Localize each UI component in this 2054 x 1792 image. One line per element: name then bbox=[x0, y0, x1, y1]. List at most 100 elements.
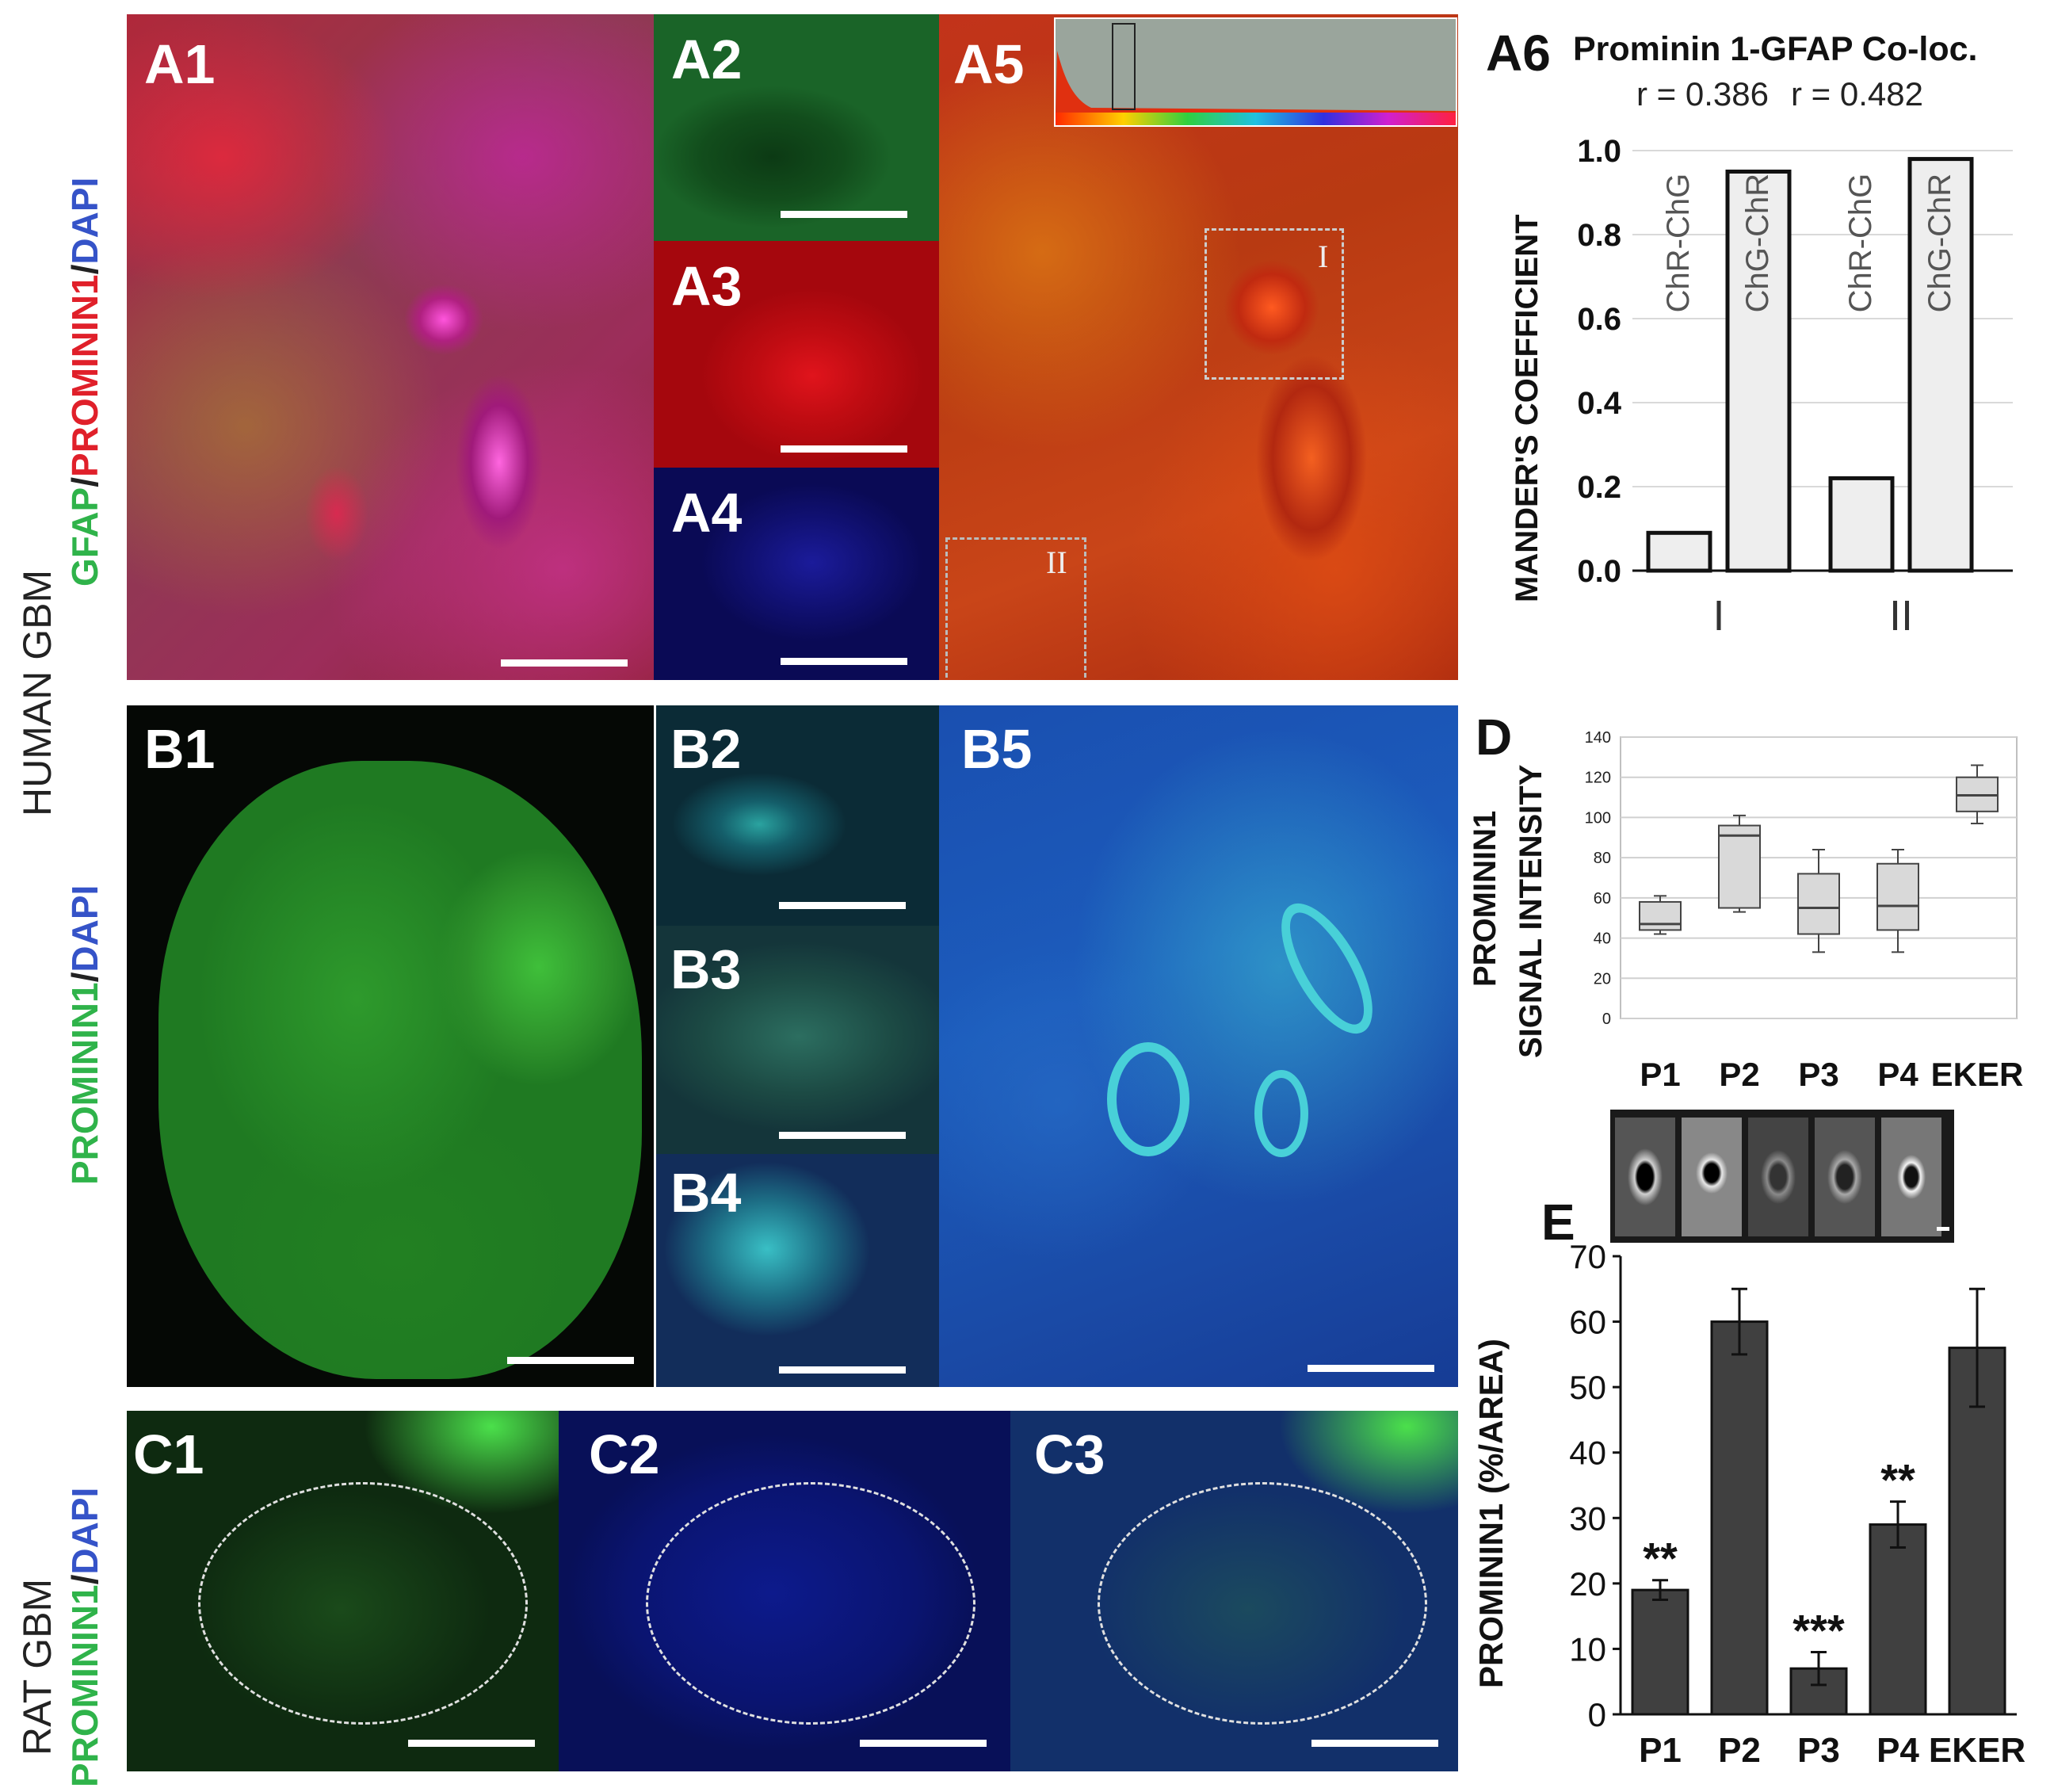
scale-bar bbox=[779, 902, 906, 909]
roi-ellipse bbox=[198, 1482, 528, 1725]
prominin-text: PROMININ1 bbox=[64, 982, 105, 1185]
dapi-text: DAPI bbox=[64, 885, 105, 972]
histogram-graphic bbox=[1056, 23, 1456, 125]
y-tick-label: 0 bbox=[1602, 1011, 1611, 1028]
y-tick-label: 20 bbox=[1569, 1565, 1606, 1603]
image-b4: B4 bbox=[656, 1154, 939, 1387]
human-gbm-label: HUMAN GBM bbox=[14, 570, 60, 816]
scale-bar bbox=[1308, 1365, 1434, 1372]
panel-label-b3: B3 bbox=[670, 938, 742, 1000]
chart-d: 0 20 40 60 80 100 120 140 P1 P2 P3 P4 EKER bbox=[1585, 729, 2024, 1093]
image-c1: C1 bbox=[127, 1411, 559, 1771]
significance-marker: *** bbox=[1792, 1606, 1845, 1656]
box bbox=[1718, 824, 1761, 909]
vessel-ring bbox=[1254, 1070, 1308, 1157]
panel-label-a6: A6 bbox=[1486, 25, 1551, 82]
y-tick-label: 0.2 bbox=[1577, 470, 1621, 505]
panel-label-e: E bbox=[1541, 1194, 1575, 1251]
category-label: EKER bbox=[1929, 1731, 2025, 1770]
category-label: P2 bbox=[1718, 1731, 1761, 1770]
scale-bar bbox=[507, 1357, 634, 1364]
significance-marker: ** bbox=[1880, 1455, 1915, 1505]
scale-bar bbox=[779, 1132, 906, 1139]
a-stain-label: GFAP/PROMININ1/DAPI bbox=[63, 178, 106, 587]
bar bbox=[1631, 1588, 1689, 1716]
thumbnail-p2 bbox=[1682, 1118, 1742, 1236]
significance-marker: ** bbox=[1643, 1534, 1678, 1584]
image-b3: B3 bbox=[656, 926, 939, 1154]
category-label: P4 bbox=[1877, 1056, 1918, 1093]
box bbox=[1876, 862, 1919, 931]
thumbnail-p4 bbox=[1815, 1118, 1875, 1236]
y-tick-label: 50 bbox=[1569, 1369, 1606, 1406]
panel-label-a4: A4 bbox=[671, 482, 743, 544]
category-label: P2 bbox=[1719, 1056, 1759, 1093]
scale-bar bbox=[781, 445, 907, 453]
y-tick-label: 0.8 bbox=[1577, 218, 1621, 253]
prominin-text: PROMININ1 bbox=[64, 274, 105, 477]
y-tick-label: 0.6 bbox=[1577, 302, 1621, 337]
dapi-text: DAPI bbox=[64, 177, 105, 265]
rat-gbm-text: RAT GBM bbox=[15, 1578, 59, 1756]
panel-label-c1: C1 bbox=[133, 1423, 204, 1485]
histogram-inset bbox=[1054, 17, 1457, 127]
panel-label-b4: B4 bbox=[670, 1162, 742, 1224]
roi-ellipse bbox=[1098, 1482, 1427, 1725]
chart-d-ylabel-2: SIGNAL INTENSITY bbox=[1514, 764, 1548, 1058]
bar bbox=[1948, 1347, 2006, 1716]
chart-a6-ylabel: MANDER'S COEFFICIENT bbox=[1510, 214, 1544, 602]
thumbnail-strip bbox=[1610, 1110, 1954, 1243]
y-tick-label: 140 bbox=[1585, 729, 1611, 747]
panel-label-a5: A5 bbox=[953, 33, 1025, 95]
bar bbox=[1710, 1320, 1769, 1716]
gfap-text: GFAP bbox=[64, 487, 105, 587]
group-label: I bbox=[1712, 592, 1724, 640]
roi-label-1: I bbox=[1318, 239, 1329, 274]
image-a2: A2 bbox=[654, 14, 939, 241]
bar bbox=[1828, 476, 1895, 573]
scale-bar bbox=[781, 658, 907, 665]
slash-text: / bbox=[64, 972, 105, 983]
chart-e: 0 10 20 30 40 50 60 70 ** P1 P2 *** P3 ** P4 EKER bbox=[1569, 1240, 2025, 1770]
c-stain-label: PROMININ1/DAPI bbox=[63, 1488, 106, 1787]
category-label: P3 bbox=[1798, 1056, 1838, 1093]
image-a1: A1 bbox=[127, 14, 654, 680]
roi-ellipse bbox=[646, 1482, 975, 1725]
image-c3: C3 bbox=[1010, 1411, 1458, 1771]
y-tick-label: 100 bbox=[1585, 809, 1611, 827]
b-stain-label: PROMININ1/DAPI bbox=[63, 885, 106, 1185]
image-b5: B5 bbox=[939, 705, 1458, 1387]
y-tick-label: 40 bbox=[1594, 930, 1611, 948]
scale-bar bbox=[1937, 1227, 1949, 1231]
image-b1: B1 bbox=[127, 705, 654, 1387]
thumbnail-p3 bbox=[1748, 1118, 1808, 1236]
category-label: P4 bbox=[1876, 1731, 1919, 1770]
roi-box-1 bbox=[1205, 228, 1344, 380]
group-label: II bbox=[1889, 592, 1913, 640]
y-tick-label: 1.0 bbox=[1577, 134, 1621, 169]
scale-bar bbox=[781, 211, 907, 218]
panel-label-b5: B5 bbox=[961, 718, 1033, 780]
image-b2: B2 bbox=[656, 705, 939, 926]
tissue-shape bbox=[158, 761, 642, 1379]
rat-gbm-label: RAT GBM bbox=[14, 1579, 60, 1756]
vessel-ring bbox=[1107, 1042, 1189, 1156]
roi-box-2 bbox=[945, 537, 1086, 680]
chart-a6-annotation-2: r = 0.482 bbox=[1791, 75, 1923, 113]
y-tick-label: 0.0 bbox=[1577, 554, 1621, 589]
panel-label-b2: B2 bbox=[670, 718, 742, 780]
y-tick-label: 0.4 bbox=[1577, 386, 1621, 421]
panel-label-a2: A2 bbox=[671, 29, 743, 90]
panel-label-a1: A1 bbox=[144, 33, 216, 95]
thumbnail-p1 bbox=[1615, 1118, 1675, 1236]
y-tick-label: 20 bbox=[1594, 970, 1611, 988]
bar bbox=[1646, 530, 1712, 573]
y-tick-label: 30 bbox=[1569, 1500, 1606, 1537]
y-tick-label: 60 bbox=[1569, 1304, 1606, 1341]
y-tick-label: 80 bbox=[1594, 850, 1611, 867]
y-tick-label: 40 bbox=[1569, 1435, 1606, 1472]
thumbnail-eker bbox=[1881, 1118, 1941, 1236]
panel-label-b1: B1 bbox=[144, 718, 216, 780]
image-a5: A5 I II bbox=[939, 14, 1458, 680]
scale-bar bbox=[1311, 1740, 1438, 1747]
